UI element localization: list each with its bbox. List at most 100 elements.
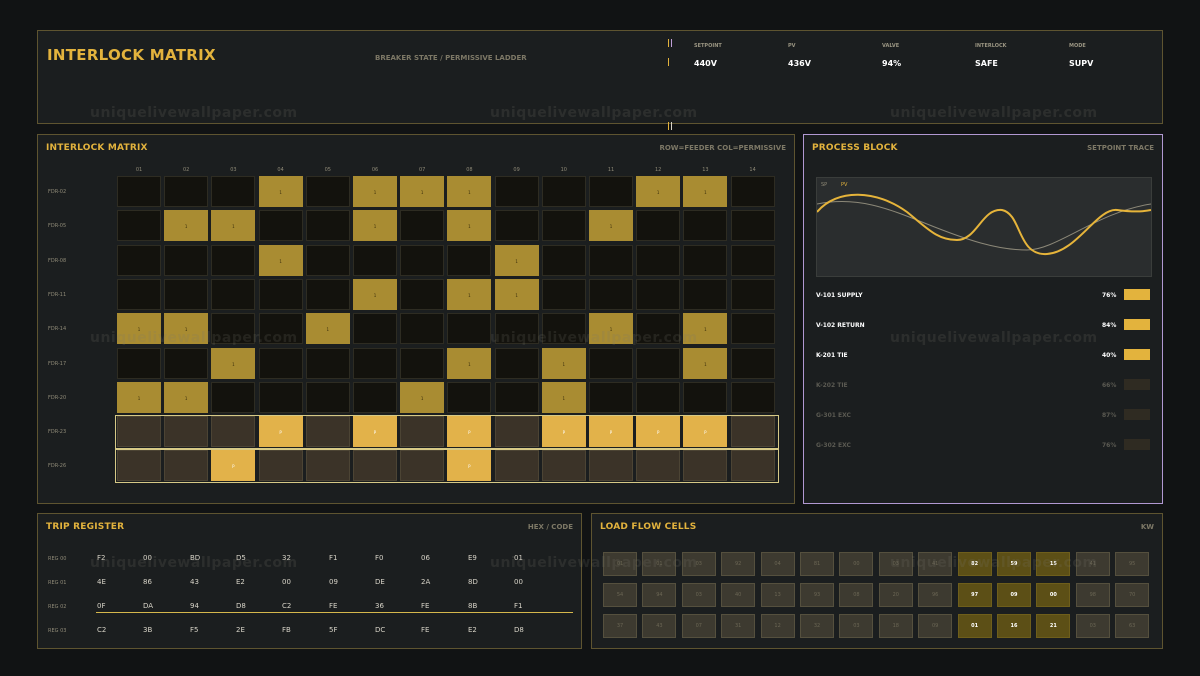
register-row[interactable]: REG 01 4E 86 43 E2 00 09 DE 2A 8D 00 [38, 574, 583, 594]
matrix-cell[interactable] [258, 278, 303, 310]
matrix-cell[interactable] [117, 416, 161, 448]
process-line[interactable]: G-302 EXC 76% [816, 439, 1151, 453]
matrix-cell[interactable] [211, 416, 256, 448]
matrix-cell[interactable] [541, 210, 586, 242]
matrix-cell[interactable] [164, 416, 209, 448]
matrix-cell[interactable]: 1 [447, 278, 492, 310]
load-cell[interactable]: 92 [721, 552, 756, 576]
matrix-cell[interactable] [117, 176, 161, 207]
load-cell[interactable]: 81 [800, 552, 834, 576]
matrix-cell[interactable] [541, 313, 586, 345]
matrix-cell[interactable] [305, 381, 350, 413]
matrix-cell[interactable] [589, 347, 633, 379]
load-cell[interactable]: 01 [957, 614, 992, 638]
matrix-cell[interactable]: 1 [683, 313, 728, 345]
matrix-cell[interactable] [164, 450, 209, 482]
process-line[interactable]: V-101 SUPPLY 76% [816, 289, 1151, 303]
load-cell[interactable]: 41 [918, 552, 953, 576]
matrix-cell[interactable] [494, 313, 539, 345]
load-cell[interactable]: 40 [721, 583, 756, 607]
matrix-cell[interactable]: 1 [589, 210, 633, 242]
load-cell[interactable]: 13 [760, 583, 795, 607]
load-cell[interactable]: 41 [1075, 552, 1110, 576]
load-cell[interactable]: 03 [1075, 614, 1110, 638]
matrix-cell[interactable]: 1 [353, 278, 397, 310]
matrix-cell[interactable] [541, 450, 586, 482]
matrix-cell[interactable]: 1 [541, 347, 586, 379]
matrix-cell[interactable] [636, 381, 681, 413]
matrix-cell[interactable]: 1 [589, 313, 633, 345]
matrix-cell[interactable] [211, 244, 256, 276]
matrix-cell[interactable] [400, 313, 445, 345]
matrix-cell[interactable]: 1 [636, 176, 681, 207]
matrix-cell[interactable]: P [541, 416, 586, 448]
load-cell[interactable]: 98 [1075, 583, 1110, 607]
matrix-cell[interactable] [164, 278, 209, 310]
matrix-cell[interactable] [258, 450, 303, 482]
load-cell[interactable]: 96 [918, 583, 953, 607]
load-cell[interactable]: 07 [681, 614, 716, 638]
matrix-cell[interactable]: 1 [683, 347, 728, 379]
matrix-cell[interactable] [400, 244, 445, 276]
matrix-cell[interactable]: P [211, 450, 256, 482]
matrix-cell[interactable] [494, 416, 539, 448]
matrix-cell[interactable] [305, 416, 350, 448]
matrix-cell[interactable] [400, 450, 445, 482]
matrix-cell[interactable] [730, 416, 775, 448]
matrix-cell[interactable]: P [447, 450, 492, 482]
matrix-cell[interactable] [589, 176, 633, 207]
matrix-cell[interactable] [305, 450, 350, 482]
matrix-cell[interactable]: 1 [494, 244, 539, 276]
load-cell[interactable]: 32 [800, 614, 834, 638]
load-cell[interactable]: 70 [1115, 583, 1150, 607]
load-cell[interactable]: 43 [642, 614, 677, 638]
matrix-cell[interactable] [258, 210, 303, 242]
matrix-cell[interactable]: 1 [258, 244, 303, 276]
matrix-cell[interactable] [353, 347, 397, 379]
matrix-cell[interactable] [400, 416, 445, 448]
matrix-cell[interactable] [730, 176, 775, 207]
load-cell[interactable]: 82 [957, 552, 992, 576]
matrix-cell[interactable]: 1 [494, 278, 539, 310]
matrix-cell[interactable] [353, 450, 397, 482]
matrix-cell[interactable] [211, 381, 256, 413]
matrix-cell[interactable] [164, 347, 209, 379]
process-line[interactable]: V-102 RETURN 84% [816, 319, 1151, 333]
matrix-cell[interactable]: P [258, 416, 303, 448]
matrix-cell[interactable] [730, 347, 775, 379]
load-cell[interactable]: 09 [997, 583, 1031, 607]
load-cell[interactable]: 01 [642, 552, 677, 576]
matrix-cell[interactable] [494, 450, 539, 482]
matrix-cell[interactable] [589, 244, 633, 276]
matrix-cell[interactable] [305, 244, 350, 276]
load-cell[interactable]: 16 [997, 614, 1031, 638]
load-cell[interactable]: 08 [839, 583, 874, 607]
matrix-cell[interactable] [353, 381, 397, 413]
matrix-cell[interactable] [683, 450, 728, 482]
matrix-cell[interactable] [117, 450, 161, 482]
matrix-cell[interactable]: 1 [400, 176, 445, 207]
matrix-cell[interactable] [400, 278, 445, 310]
matrix-cell[interactable] [117, 347, 161, 379]
load-cell[interactable]: 00 [839, 552, 874, 576]
register-row[interactable]: REG 00 F2 00 BD D5 32 F1 F0 06 E9 01 [38, 550, 583, 570]
matrix-cell[interactable]: 1 [117, 381, 161, 413]
matrix-cell[interactable] [683, 244, 728, 276]
matrix-cell[interactable]: P [353, 416, 397, 448]
matrix-cell[interactable]: P [636, 416, 681, 448]
matrix-cell[interactable] [730, 278, 775, 310]
matrix-cell[interactable]: 1 [353, 176, 397, 207]
matrix-cell[interactable] [211, 278, 256, 310]
matrix-cell[interactable] [305, 347, 350, 379]
matrix-cell[interactable] [447, 313, 492, 345]
matrix-cell[interactable] [683, 210, 728, 242]
load-cell[interactable]: 03 [839, 614, 874, 638]
matrix-cell[interactable]: P [683, 416, 728, 448]
matrix-cell[interactable] [589, 450, 633, 482]
matrix-cell[interactable] [117, 210, 161, 242]
matrix-cell[interactable] [258, 381, 303, 413]
matrix-cell[interactable] [447, 244, 492, 276]
matrix-cell[interactable] [636, 278, 681, 310]
matrix-cell[interactable] [353, 313, 397, 345]
matrix-cell[interactable] [400, 210, 445, 242]
